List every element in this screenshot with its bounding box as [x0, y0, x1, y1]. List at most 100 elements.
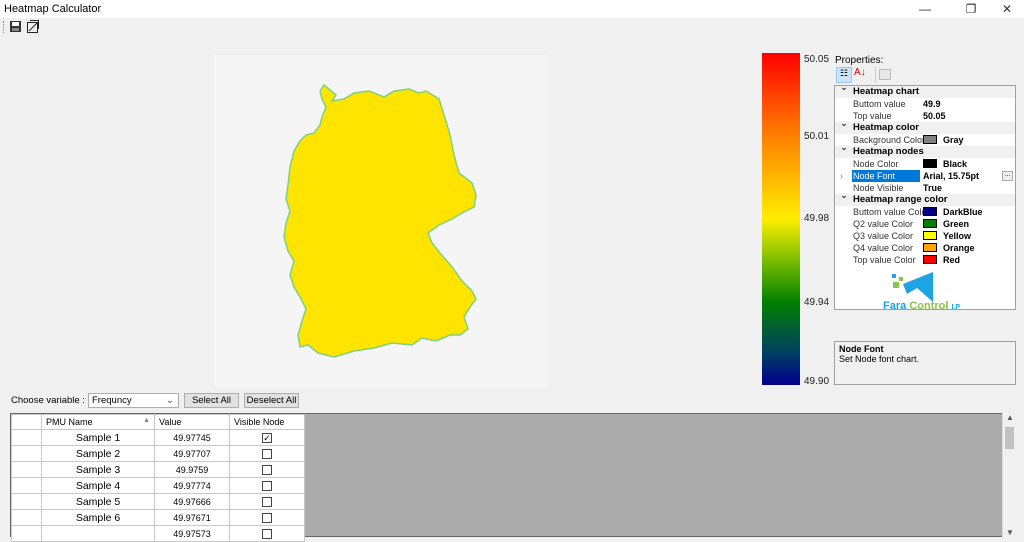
property-name: Q4 value Color: [853, 243, 914, 253]
property-row[interactable]: ... › Node Font Arial, 15.75pt: [835, 170, 1015, 182]
property-category[interactable]: Heatmap range color: [835, 190, 1015, 206]
heatmap-map[interactable]: [214, 55, 548, 387]
minimize-button[interactable]: —: [919, 2, 931, 16]
table-row[interactable]: Sample 4 49.97774: [11, 477, 305, 494]
property-value[interactable]: 49.9: [923, 99, 941, 109]
deselect-all-button[interactable]: Deselect All: [244, 393, 299, 408]
property-row[interactable]: Background Color Gray: [835, 134, 1015, 146]
property-row[interactable]: Node Visible True: [835, 182, 1015, 194]
pmu-name-cell[interactable]: Sample 3: [41, 461, 155, 478]
categorized-icon[interactable]: ☷: [836, 67, 852, 83]
row-header[interactable]: [11, 509, 42, 526]
properties-label: Properties:: [835, 55, 884, 66]
visible-node-checkbox[interactable]: [262, 528, 272, 539]
property-row[interactable]: Top value 50.05: [835, 110, 1015, 122]
property-name: Node Color: [853, 159, 899, 169]
row-header[interactable]: [11, 477, 42, 494]
pmu-name-cell[interactable]: Sample 2: [41, 445, 155, 462]
value-cell[interactable]: 49.97707: [154, 445, 230, 462]
germany-map-shape: [283, 83, 477, 358]
value-cell[interactable]: 49.9759: [154, 461, 230, 478]
table-row[interactable]: Sample 5 49.97666: [11, 493, 305, 510]
row-header[interactable]: [11, 525, 42, 542]
logo-text-control: Control: [909, 300, 949, 312]
scroll-up-icon[interactable]: ▲: [1006, 413, 1014, 422]
pmu-name-cell[interactable]: Sample 5: [41, 493, 155, 510]
close-button[interactable]: ✕: [1001, 2, 1013, 16]
value-cell[interactable]: 49.97671: [154, 509, 230, 526]
column-header-value[interactable]: Value: [154, 414, 230, 430]
property-value[interactable]: Arial, 15.75pt: [923, 171, 980, 181]
property-row[interactable]: Buttom value 49.9: [835, 98, 1015, 110]
sort-ascending-icon: ▲: [143, 417, 150, 424]
property-pages-icon[interactable]: [879, 69, 891, 80]
pmu-name-cell[interactable]: Sample 4: [41, 477, 155, 494]
visible-node-checkbox[interactable]: ✓: [262, 432, 272, 443]
scroll-down-icon[interactable]: ▼: [1006, 528, 1014, 537]
property-row[interactable]: Q2 value Color Green: [835, 218, 1015, 230]
row-header[interactable]: [11, 461, 42, 478]
pmu-name-cell[interactable]: Sample 6: [41, 509, 155, 526]
property-row[interactable]: Q4 value Color Orange: [835, 242, 1015, 254]
property-value[interactable]: Orange: [943, 243, 975, 253]
table-row[interactable]: Sample 2 49.97707: [11, 445, 305, 462]
property-row[interactable]: Node Color Black: [835, 158, 1015, 170]
visible-node-checkbox[interactable]: [262, 496, 272, 507]
property-row[interactable]: Top value Color Red: [835, 254, 1015, 266]
property-name: Top value: [853, 111, 892, 121]
window-title: Heatmap Calculator: [4, 3, 102, 15]
property-category[interactable]: Heatmap nodes: [835, 142, 1015, 158]
visible-node-checkbox[interactable]: [262, 512, 272, 523]
property-value[interactable]: Black: [943, 159, 968, 169]
property-value[interactable]: Green: [943, 219, 970, 229]
toolbar-grip[interactable]: [3, 21, 5, 33]
visible-node-cell: [229, 461, 305, 478]
restore-button[interactable]: ❐: [965, 2, 977, 16]
property-value[interactable]: Yellow: [943, 231, 972, 241]
property-category[interactable]: Heatmap color: [835, 118, 1015, 134]
property-name: Buttom value Colo: [853, 207, 927, 217]
property-row[interactable]: Q3 value Color Yellow: [835, 230, 1015, 242]
row-header[interactable]: [11, 493, 42, 510]
variable-select[interactable]: Frequncy ⌄: [88, 393, 179, 408]
save-icon[interactable]: [9, 20, 22, 33]
table-row[interactable]: 49.97573: [11, 525, 305, 542]
chevron-right-icon: ›: [840, 171, 843, 181]
ellipsis-button[interactable]: ...: [1002, 171, 1013, 181]
pmu-name-cell[interactable]: Sample 1: [41, 429, 155, 446]
property-value[interactable]: Red: [943, 255, 961, 265]
property-name: Q2 value Color: [853, 219, 914, 229]
color-swatch: [923, 207, 937, 216]
value-cell[interactable]: 49.97774: [154, 477, 230, 494]
visible-node-checkbox[interactable]: [262, 480, 272, 491]
vertical-scrollbar[interactable]: ▲ ▼: [1002, 413, 1016, 537]
description-title: Node Font: [839, 344, 884, 354]
resize-icon[interactable]: [26, 19, 40, 33]
scale-tick: 49.98: [804, 213, 830, 224]
visible-node-cell: [229, 493, 305, 510]
property-value[interactable]: DarkBlue: [943, 207, 983, 217]
column-header-visible-node[interactable]: Visible Node: [229, 414, 305, 430]
visible-node-checkbox[interactable]: [262, 448, 272, 459]
property-value[interactable]: True: [923, 183, 943, 193]
select-all-button[interactable]: Select All: [184, 393, 239, 408]
table-row[interactable]: Sample 6 49.97671: [11, 509, 305, 526]
row-header[interactable]: [11, 429, 42, 446]
pmu-name-cell[interactable]: [41, 525, 155, 542]
property-row[interactable]: Buttom value Colo DarkBlue: [835, 206, 1015, 218]
visible-node-checkbox[interactable]: [262, 464, 272, 475]
property-category[interactable]: Heatmap chart: [835, 82, 1015, 98]
scroll-thumb[interactable]: [1005, 427, 1014, 449]
value-cell[interactable]: 49.97573: [154, 525, 230, 542]
property-value[interactable]: Gray: [943, 135, 964, 145]
property-value[interactable]: 50.05: [923, 111, 946, 121]
alphabetical-sort-icon[interactable]: A↓: [854, 67, 866, 78]
value-cell[interactable]: 49.97745: [154, 429, 230, 446]
row-header[interactable]: [11, 445, 42, 462]
column-header-pmu-name[interactable]: PMU Name ▲: [41, 414, 155, 430]
table-row[interactable]: Sample 1 49.97745 ✓: [11, 429, 305, 446]
value-cell[interactable]: 49.97666: [154, 493, 230, 510]
visible-node-cell: ✓: [229, 429, 305, 446]
table-row[interactable]: Sample 3 49.9759: [11, 461, 305, 478]
